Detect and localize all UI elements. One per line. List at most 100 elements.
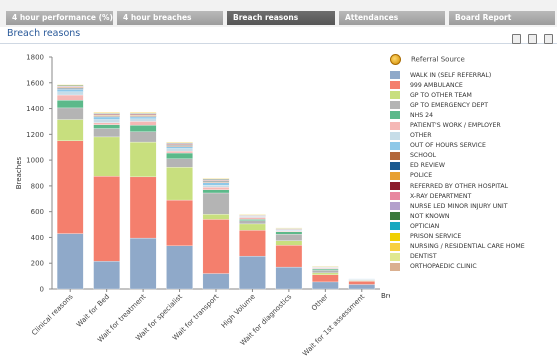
bar-segment	[166, 158, 193, 168]
tab-4-hour-breaches[interactable]: 4 hour breaches	[117, 11, 223, 25]
legend-swatch	[390, 121, 400, 130]
tab-attendances[interactable]: Attendances	[339, 11, 445, 25]
legend-swatch	[390, 222, 400, 231]
x-tick-label: High Volume	[220, 293, 257, 330]
bar-segment	[275, 227, 303, 229]
toolbar	[510, 29, 553, 44]
legend-header: Referral Source	[390, 54, 555, 70]
y-axis-label: Breaches	[15, 156, 23, 189]
legend-swatch	[390, 242, 400, 251]
legend-label: NURSE LED MINOR INJURY UNIT	[410, 202, 508, 210]
bar-segment	[202, 219, 230, 274]
bar-segment	[239, 223, 266, 231]
bar-segment	[56, 91, 84, 96]
legend-swatch	[390, 232, 400, 241]
bar-segment	[275, 266, 303, 290]
bar-segment	[312, 266, 339, 267]
bar-segment	[93, 176, 120, 262]
legend-item: NHS 24	[390, 110, 555, 120]
legend-swatch	[390, 141, 400, 150]
bar-segment	[239, 217, 266, 220]
legend-swatch	[390, 171, 400, 180]
y-tick-label: 1600	[26, 79, 44, 87]
bar-segment	[275, 234, 303, 241]
bar-segment	[275, 231, 303, 235]
bar-segment	[93, 261, 120, 290]
bar-segment	[129, 121, 157, 126]
bar-segment	[166, 152, 193, 159]
legend: Referral Source WALK IN (SELF REFERRAL) 9…	[390, 54, 555, 272]
bar-segment	[56, 94, 84, 101]
legend-swatch	[390, 161, 400, 170]
bar-segment	[93, 136, 120, 177]
legend-label: OPTICIAN	[410, 222, 440, 230]
legend-label: NURSING / RESIDENTIAL CARE HOME	[410, 243, 525, 251]
bar-segment	[129, 125, 157, 132]
legend-item: REFERRED BY OTHER HOSPITAL	[390, 181, 555, 191]
legend-label: SCHOOL	[410, 152, 437, 160]
tab-board-report[interactable]: Board Report	[449, 11, 555, 25]
legend-swatch	[390, 101, 400, 110]
bar-segment	[275, 240, 303, 246]
legend-swatch	[390, 131, 400, 140]
y-tick-label: 1400	[26, 105, 44, 113]
bar-segment	[56, 89, 84, 92]
legend-label: REFERRED BY OTHER HOSPITAL	[410, 182, 509, 190]
legend-label: GP TO OTHER TEAM	[410, 91, 472, 99]
bar-segment	[129, 237, 157, 290]
referral-source-icon[interactable]	[390, 54, 401, 65]
y-tick-label: 1000	[26, 157, 44, 165]
bar-segment	[239, 255, 266, 290]
title-bar: Breach reasons	[0, 27, 557, 44]
bar-segment	[239, 214, 266, 216]
legend-swatch	[390, 252, 400, 261]
bar-segment	[166, 148, 193, 152]
bar-segment	[312, 272, 339, 275]
bar-segment	[129, 116, 157, 120]
legend-item: OPTICIAN	[390, 221, 555, 231]
legend-label: X-RAY DEPARTMENT	[410, 192, 472, 200]
tab-4-hour-performance[interactable]: 4 hour performance (%)	[6, 11, 113, 25]
x-axis-label: Breach reason	[381, 292, 390, 300]
print-icon[interactable]	[544, 34, 553, 44]
bar-segment	[166, 167, 193, 201]
legend-item: OTHER	[390, 131, 555, 141]
legend-item: ORTHOPAEDIC CLINIC	[390, 262, 555, 272]
legend-item: GP TO OTHER TEAM	[390, 90, 555, 100]
bar-segment	[348, 278, 376, 280]
y-tick-label: 400	[31, 234, 44, 242]
legend-title: Referral Source	[411, 55, 465, 64]
legend-item: NURSING / RESIDENTIAL CARE HOME	[390, 242, 555, 252]
bar-segment	[312, 281, 339, 290]
legend-label: GP TO EMERGENCY DEPT	[410, 101, 489, 109]
bar-segment	[202, 178, 230, 179]
tab-breach-reasons[interactable]: Breach reasons	[227, 11, 335, 25]
bar-segment	[129, 131, 157, 143]
bar-segment	[239, 230, 266, 257]
bar-segment	[202, 273, 230, 290]
bar-segment	[56, 140, 84, 234]
x-tick-label: Clinical reasons	[30, 293, 75, 338]
edit-icon[interactable]	[511, 34, 521, 44]
legend-label: WALK IN (SELF REFERRAL)	[410, 71, 492, 79]
y-tick-label: 0	[40, 286, 44, 294]
bar-segment	[166, 245, 193, 290]
legend-item: NURSE LED MINOR INJURY UNIT	[390, 201, 555, 211]
save-icon[interactable]	[527, 34, 537, 44]
legend-label: NOT KNOWN	[410, 212, 450, 220]
legend-swatch	[390, 151, 400, 160]
legend-label: OUT OF HOURS SERVICE	[410, 142, 486, 150]
bar-segment	[312, 274, 339, 283]
bar-segment	[202, 192, 230, 215]
y-tick-label: 800	[31, 182, 44, 190]
legend-swatch	[390, 202, 400, 211]
stacked-bar-chart: 0 200 400 600 800 1000 1200 1400 1600 1800 Breache…	[15, 54, 390, 358]
bar-segment	[56, 233, 84, 290]
legend-label: NHS 24	[410, 111, 434, 119]
legend-item: PRISON SERVICE	[390, 232, 555, 242]
bar-segment	[129, 141, 157, 178]
legend-swatch	[390, 91, 400, 100]
legend-swatch	[390, 262, 400, 271]
legend-label: ED REVIEW	[410, 162, 445, 170]
bar-segment	[312, 268, 339, 271]
